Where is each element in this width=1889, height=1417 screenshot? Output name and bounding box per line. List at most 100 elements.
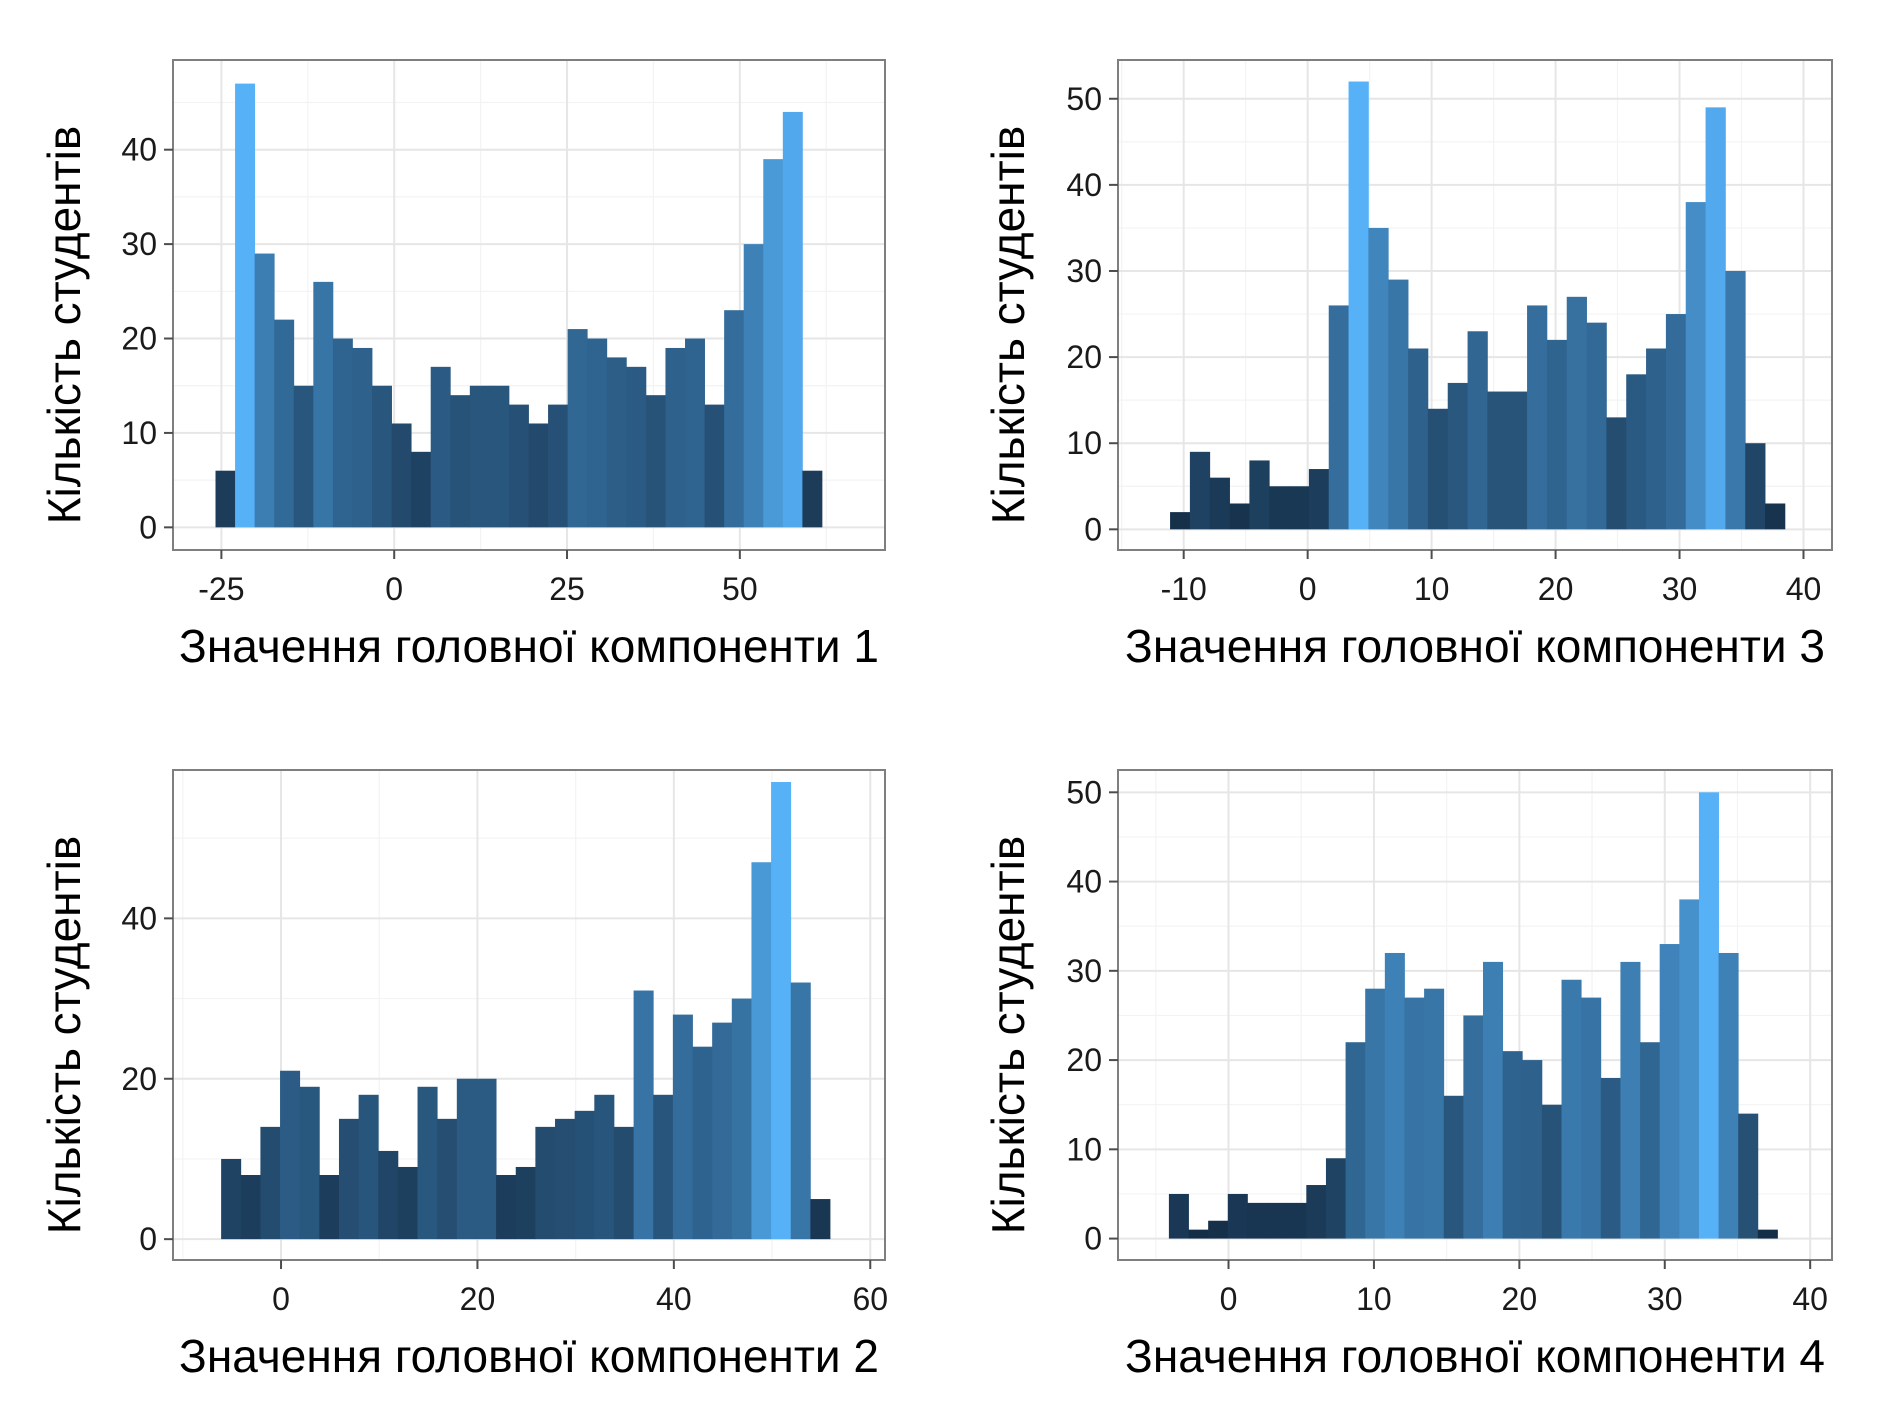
- x-tick-label: 20: [1502, 1281, 1538, 1317]
- y-tick-label: 10: [1066, 1131, 1102, 1167]
- histogram-bar: [782, 111, 803, 528]
- histogram-bar: [240, 1174, 261, 1240]
- histogram-bar: [235, 83, 256, 528]
- histogram-bar: [1725, 270, 1746, 530]
- histogram-bar: [1685, 202, 1706, 530]
- x-tick-label: 0: [385, 571, 403, 607]
- histogram-bar: [358, 1094, 379, 1240]
- y-tick-label: 30: [1066, 253, 1102, 289]
- histogram-bar: [1586, 322, 1607, 530]
- histogram-bar: [574, 1110, 595, 1240]
- histogram-bar: [221, 1158, 242, 1240]
- histogram-bar: [1189, 451, 1211, 530]
- histogram-bar: [469, 385, 490, 528]
- y-tick-label: 30: [121, 226, 157, 262]
- histogram-bar: [1467, 331, 1488, 530]
- histogram-bar: [1404, 997, 1425, 1239]
- y-axis-title: Кількість студентів: [38, 126, 90, 525]
- histogram-bar: [1507, 391, 1528, 530]
- histogram-bar: [1447, 382, 1468, 530]
- x-axis-title: Значення головної компоненти 1: [179, 620, 879, 672]
- histogram-bar: [535, 1126, 556, 1240]
- histogram-bar: [1482, 961, 1504, 1239]
- histogram-bar: [790, 982, 811, 1240]
- histogram-bar: [1365, 988, 1386, 1239]
- y-tick-label: 20: [121, 1061, 157, 1097]
- histogram-bars: [215, 83, 823, 528]
- histogram-bar: [1738, 1113, 1759, 1239]
- histogram-bar: [606, 357, 627, 528]
- histogram-bar: [1640, 1042, 1661, 1239]
- histogram-bar: [508, 404, 529, 528]
- y-axis-title: Кількість студентів: [982, 126, 1034, 525]
- y-axis-title: Кількість студентів: [38, 836, 90, 1235]
- histogram-bar: [1209, 477, 1230, 530]
- histogram-bar: [397, 1166, 418, 1240]
- y-tick-label: 0: [139, 509, 157, 545]
- y-tick-label: 40: [1066, 864, 1102, 900]
- histogram-bar: [1659, 944, 1680, 1239]
- chart-svg: 0 20 40 60 0 20 40 Значення головної компоненти…: [38, 769, 888, 1382]
- histogram-bar: [810, 1199, 831, 1240]
- histogram-bar: [372, 385, 392, 528]
- histogram-bar: [1527, 305, 1548, 530]
- chart-svg: 0 10 20 30 40 0 10 20 30 40 50 Значення головної ко…: [982, 769, 1833, 1382]
- histogram-bar: [1286, 1202, 1307, 1239]
- y-tick-label: 0: [1084, 511, 1102, 547]
- x-tick-label: 60: [852, 1281, 888, 1317]
- histogram-bar: [1487, 391, 1508, 530]
- y-tick-label: 40: [121, 132, 157, 168]
- x-tick-label: 25: [549, 571, 585, 607]
- histogram-bar: [430, 366, 451, 528]
- histogram-bar: [1188, 1229, 1209, 1239]
- histogram-bar: [653, 1094, 674, 1240]
- histogram-bar: [456, 1078, 477, 1240]
- histogram-bar: [528, 423, 549, 528]
- histogram-bar: [771, 782, 792, 1240]
- histogram-bar: [1718, 952, 1739, 1239]
- histogram-bar: [1581, 997, 1602, 1239]
- histogram-bar: [1348, 81, 1369, 530]
- histogram-bar: [1561, 979, 1582, 1239]
- histogram-bar: [1745, 443, 1766, 530]
- x-tick-label: 40: [656, 1281, 692, 1317]
- histogram-bar: [332, 338, 353, 528]
- x-tick-label: 50: [722, 571, 758, 607]
- histogram-bar: [685, 338, 705, 528]
- histogram-bar: [802, 470, 823, 528]
- histogram-bar: [1665, 314, 1687, 530]
- x-tick-label: 30: [1647, 1281, 1683, 1317]
- histogram-bar: [626, 366, 647, 528]
- histogram-bar: [411, 451, 432, 528]
- histogram-bar: [587, 338, 608, 528]
- histogram-bar: [319, 1174, 340, 1240]
- histogram-bar: [1698, 792, 1719, 1239]
- histogram-bar: [1289, 486, 1310, 530]
- histogram-bar: [1522, 1060, 1543, 1239]
- histogram-bar: [1463, 1015, 1484, 1239]
- histogram-bars: [221, 782, 831, 1240]
- histogram-bar: [1626, 374, 1647, 530]
- histogram-bar: [352, 347, 373, 528]
- histogram-bar: [712, 1022, 733, 1240]
- histogram-bar: [1269, 486, 1290, 530]
- x-tick-label: 0: [1299, 571, 1317, 607]
- x-tick-label: 40: [1792, 1281, 1828, 1317]
- histogram-bar: [672, 1014, 693, 1240]
- x-tick-label: 40: [1786, 571, 1822, 607]
- histogram-bar: [260, 1126, 281, 1240]
- histogram-bar: [1606, 417, 1627, 530]
- histogram-bar: [515, 1166, 536, 1240]
- histogram-panel-component-3: -10 0 10 20 30 40 0 10 20 30 40 50 Значення головної…: [944, 0, 1889, 708]
- histogram-bar: [1247, 1202, 1268, 1239]
- histogram-bar: [692, 1046, 713, 1240]
- x-axis-title: Значення головної компоненти 4: [1125, 1330, 1825, 1382]
- x-tick-label: 30: [1662, 571, 1698, 607]
- histogram-bar: [1227, 1193, 1248, 1239]
- y-tick-label: 0: [1084, 1221, 1102, 1257]
- x-tick-label: 20: [1538, 571, 1574, 607]
- histogram-bar: [1229, 503, 1250, 530]
- histogram-bar: [613, 1126, 634, 1240]
- y-tick-label: 40: [1066, 167, 1102, 203]
